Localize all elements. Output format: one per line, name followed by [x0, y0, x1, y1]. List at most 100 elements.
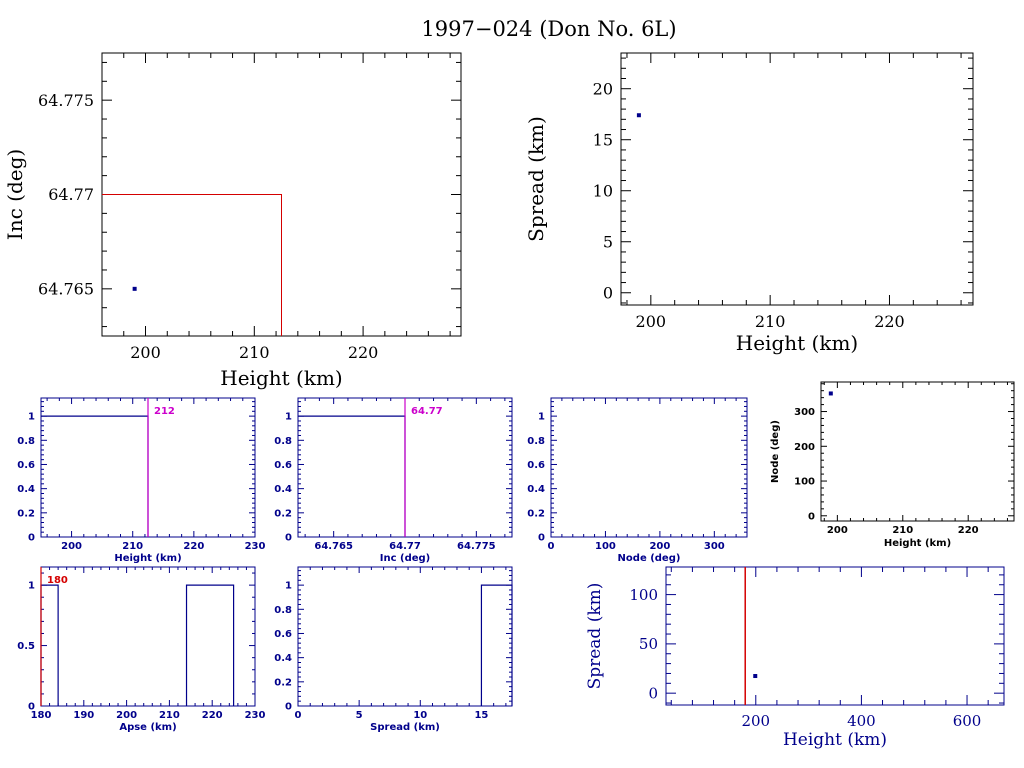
x-tick-label: 210: [122, 541, 143, 552]
y-tick-label: 0.8: [274, 436, 292, 447]
y-tick-label: 64.775: [38, 91, 94, 110]
x-axis-label: Height (km): [736, 331, 858, 355]
y-tick-label: 64.77: [48, 185, 94, 204]
y-tick-label: 0.4: [274, 484, 292, 495]
plot-frame: [665, 566, 1005, 706]
x-tick-label: 220: [348, 343, 379, 362]
x-tick-label: 220: [874, 312, 905, 331]
x-tick-label: 200: [741, 712, 770, 730]
x-tick-label: 10: [413, 710, 427, 721]
x-tick-label: 220: [958, 525, 979, 536]
y-tick-label: 0.8: [274, 605, 292, 616]
y-tick-label: 0.4: [527, 484, 545, 495]
panel-spread-vs-height-wide: 200 400 600 0 50 100 Height (km) Spread (km): [585, 566, 1005, 750]
data-point: [828, 391, 833, 396]
data-point: [636, 113, 641, 118]
marker-label: 212: [154, 406, 175, 417]
y-axis-label: Node (deg): [770, 420, 781, 483]
plot-frame: [297, 566, 513, 707]
panel-spread-vs-height: 200 210 220 0 5 10 15 20 Height (km) Spread (km): [524, 52, 974, 355]
reference-line: [102, 194, 282, 336]
y-axis-label: Inc (deg): [3, 149, 27, 240]
y-tick-label: 0.5: [17, 641, 35, 652]
x-tick-label: 190: [73, 710, 94, 721]
y-tick-label: 0: [648, 684, 658, 702]
x-tick-label: 210: [755, 312, 786, 331]
x-tick-label: 300: [704, 541, 725, 552]
y-tick-label: 0.2: [17, 508, 35, 519]
y-tick-label: 0: [28, 702, 35, 713]
y-tick-label: 50: [639, 635, 658, 653]
histogram-bar: [185, 584, 235, 706]
x-tick-label: 200: [636, 312, 667, 331]
y-tick-label: 200: [794, 442, 815, 453]
x-axis-label: Apse (km): [119, 722, 176, 733]
x-tick-label: 210: [892, 525, 913, 536]
y-tick-label: 0.4: [274, 653, 292, 664]
y-tick-label: 1: [28, 412, 35, 423]
y-tick-label: 0.2: [274, 508, 292, 519]
x-tick-label: 5: [356, 710, 363, 721]
y-tick-label: 100: [794, 477, 815, 488]
y-tick-label: 20: [593, 79, 613, 98]
x-axis-label: Inc (deg): [380, 553, 431, 564]
y-tick-label: 0: [538, 533, 545, 544]
y-axis-label: Spread (km): [585, 583, 605, 690]
panel-height-hist: 200 210 220 230 0 0.2 0.4 0.6 0.8 1 Height (km) 212: [17, 397, 266, 564]
x-axis-label: Height (km): [783, 730, 887, 750]
y-tick-label: 0: [808, 511, 815, 522]
y-tick-label: 10: [593, 181, 613, 200]
y-tick-label: 1: [285, 412, 292, 423]
data-point: [132, 286, 137, 291]
histogram-step: [298, 415, 406, 537]
plot-frame: [40, 566, 256, 707]
y-tick-label: 0.4: [17, 484, 35, 495]
plot-frame: [550, 397, 748, 538]
plot-frame: [620, 52, 974, 306]
y-tick-label: 1: [538, 412, 545, 423]
plot-frame: [820, 381, 1015, 522]
figure-title: 1997−024 (Don No. 6L): [421, 17, 676, 41]
x-axis-label: Height (km): [114, 553, 181, 564]
marker-label: 64.77: [411, 406, 443, 417]
y-tick-label: 300: [794, 407, 815, 418]
y-tick-label: 100: [629, 586, 658, 604]
x-tick-label: 210: [159, 710, 180, 721]
x-tick-label: 220: [183, 541, 204, 552]
x-axis-label: Height (km): [220, 366, 342, 390]
y-tick-label: 5: [603, 232, 613, 251]
x-tick-label: 64.765: [314, 541, 353, 552]
x-tick-label: 64.775: [457, 541, 496, 552]
y-tick-label: 0.8: [17, 436, 35, 447]
panel-node-vs-height: 200 210 220 0 100 200 300 Height (km) Node (deg): [770, 381, 1015, 549]
x-axis-label: Spread (km): [370, 722, 440, 733]
y-tick-label: 0: [603, 283, 613, 302]
x-tick-label: 200: [130, 343, 161, 362]
marker-label: 180: [47, 575, 68, 586]
x-tick-label: 200: [116, 710, 137, 721]
panel-apse-hist: 180 190 200 210 220 230 0 0.5 1 Apse (km) 180: [17, 566, 266, 733]
panel-inc-vs-height: 200 210 220 64.765 64.77 64.775 Height (km) Inc…: [3, 52, 462, 390]
y-tick-label: 0.6: [527, 460, 545, 471]
panel-inc-hist: 64.765 64.77 64.775 0 0.2 0.4 0.6 0.8 1 Inc (deg)…: [274, 397, 513, 564]
y-tick-label: 0: [285, 702, 292, 713]
x-tick-label: 200: [827, 525, 848, 536]
x-tick-label: 64.77: [389, 541, 421, 552]
x-tick-label: 200: [649, 541, 670, 552]
y-tick-label: 0.8: [527, 436, 545, 447]
y-tick-label: 0.6: [274, 460, 292, 471]
x-tick-label: 15: [474, 710, 488, 721]
x-tick-label: 210: [239, 343, 270, 362]
x-tick-label: 180: [31, 710, 52, 721]
x-tick-label: 0: [548, 541, 555, 552]
x-tick-label: 220: [202, 710, 223, 721]
x-tick-label: 230: [245, 541, 266, 552]
x-tick-label: 230: [245, 710, 266, 721]
x-tick-label: 100: [595, 541, 616, 552]
y-tick-label: 0: [28, 533, 35, 544]
y-tick-label: 64.765: [38, 279, 94, 298]
y-tick-label: 0.2: [274, 677, 292, 688]
x-tick-label: 600: [953, 712, 982, 730]
y-tick-label: 0.6: [17, 460, 35, 471]
panel-node-hist: 0 100 200 300 0 0.2 0.4 0.6 0.8 1 Node (deg): [527, 397, 748, 564]
